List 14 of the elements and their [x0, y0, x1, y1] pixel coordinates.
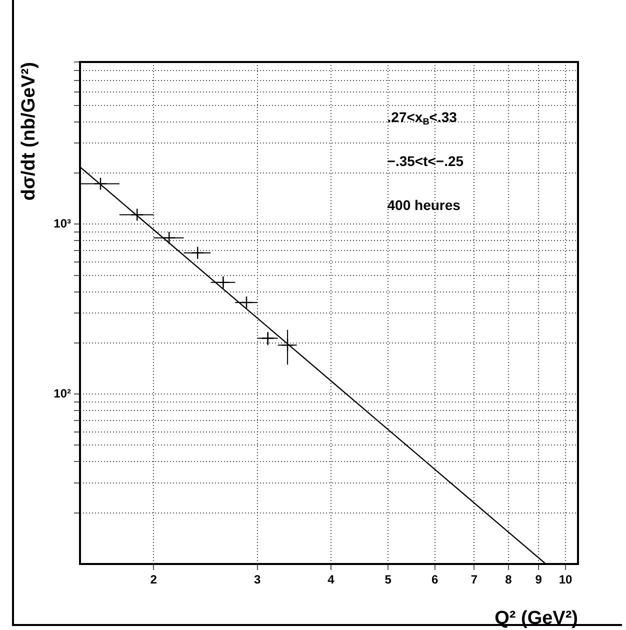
x-tick-label: 9	[535, 572, 542, 587]
y-axis-title: dσ/dt (nb/GeV²)	[18, 62, 40, 201]
x-tick-label: 4	[328, 572, 335, 587]
x-tick-label: 2	[150, 572, 158, 587]
x-tick-label: 10	[558, 572, 573, 587]
annotation: 400 heures	[387, 196, 461, 213]
x-tick-label: 5	[384, 572, 392, 587]
x-tick-label: 3	[254, 572, 262, 587]
y-tick-label: 10²	[54, 386, 72, 400]
x-tick-label: 8	[505, 572, 512, 587]
annotation: −.35<t<−.25	[387, 152, 464, 169]
x-tick-label: 7	[470, 572, 478, 587]
y-tick-label: 10³	[54, 216, 72, 230]
x-tick-label: 6	[431, 572, 438, 587]
